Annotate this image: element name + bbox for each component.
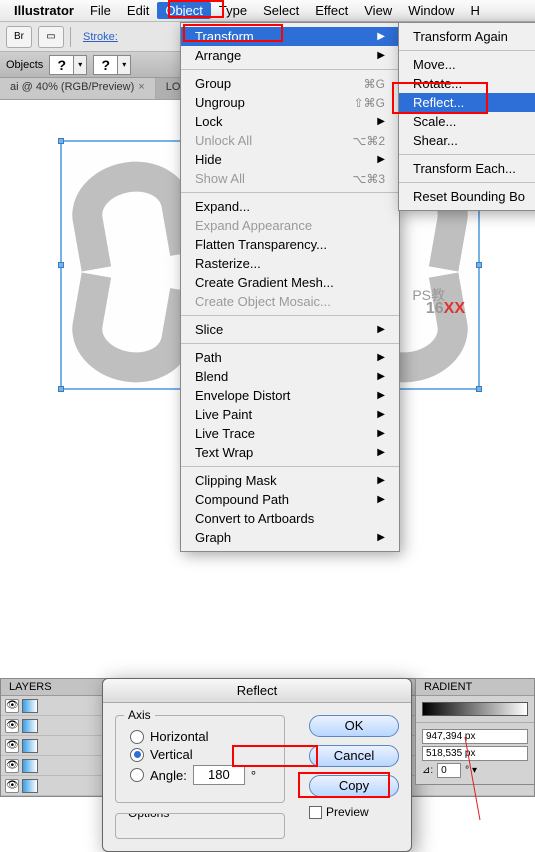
radio-horizontal[interactable]: Horizontal [130, 729, 270, 744]
options-fieldset: Options [115, 813, 285, 839]
visibility-icon[interactable]: 👁 [5, 699, 19, 713]
menu-view[interactable]: View [356, 2, 400, 19]
menu-item-convert-to-artboards[interactable]: Convert to Artboards [181, 509, 399, 528]
menu-item-transform[interactable]: Transform▶ [181, 27, 399, 46]
submenu-item-rotate-[interactable]: Rotate... [399, 74, 535, 93]
menu-type[interactable]: Type [211, 2, 255, 19]
menu-item-flatten-transparency-[interactable]: Flatten Transparency... [181, 235, 399, 254]
menu-item-create-gradient-mesh-[interactable]: Create Gradient Mesh... [181, 273, 399, 292]
submenu-item-transform-each-[interactable]: Transform Each... [399, 159, 535, 178]
menu-item-create-object-mosaic-: Create Object Mosaic... [181, 292, 399, 311]
object-menu-dropdown: Transform▶Arrange▶ Group⌘GUngroup⇧⌘GLock▶… [180, 22, 400, 552]
menu-item-path[interactable]: Path▶ [181, 348, 399, 367]
menu-item-unlock-all: Unlock All⌥⌘2 [181, 131, 399, 150]
submenu-item-scale-[interactable]: Scale... [399, 112, 535, 131]
axis-legend: Axis [124, 708, 155, 722]
menu-item-expand-[interactable]: Expand... [181, 197, 399, 216]
menu-file[interactable]: File [82, 2, 119, 19]
menu-help[interactable]: H [462, 2, 487, 19]
app-name: Illustrator [14, 3, 74, 18]
submenu-item-move-[interactable]: Move... [399, 55, 535, 74]
menu-item-group[interactable]: Group⌘G [181, 74, 399, 93]
menu-window[interactable]: Window [400, 2, 462, 19]
submenu-item-reflect-[interactable]: Reflect... [399, 93, 535, 112]
reflect-dialog: Reflect Axis Horizontal Vertical Angle: … [102, 678, 412, 852]
transform-submenu: Transform Again Move...Rotate...Reflect..… [398, 22, 535, 211]
radio-vertical[interactable]: Vertical [130, 747, 270, 762]
stroke-label[interactable]: Stroke: [83, 31, 118, 43]
stroke-combo[interactable]: ?▾ [93, 55, 131, 75]
bridge-button[interactable]: Br [6, 26, 32, 48]
angle-field[interactable]: 0 [437, 763, 461, 778]
objects-label: Objects [6, 59, 43, 71]
menu-item-live-trace[interactable]: Live Trace▶ [181, 424, 399, 443]
ok-button[interactable]: OK [309, 715, 399, 737]
dialog-buttons: OK Cancel Copy Preview [309, 715, 399, 839]
tab-1[interactable]: ai @ 40% (RGB/Preview)× [0, 78, 156, 99]
menu-item-lock[interactable]: Lock▶ [181, 112, 399, 131]
menu-item-compound-path[interactable]: Compound Path▶ [181, 490, 399, 509]
axis-fieldset: Axis Horizontal Vertical Angle: 180 ° [115, 715, 285, 803]
menu-object[interactable]: Object [157, 2, 211, 19]
dialog-title: Reflect [103, 679, 411, 703]
menu-item-text-wrap[interactable]: Text Wrap▶ [181, 443, 399, 462]
menu-item-clipping-mask[interactable]: Clipping Mask▶ [181, 471, 399, 490]
arrange-button[interactable]: ▭ [38, 26, 64, 48]
close-icon[interactable]: × [138, 81, 144, 93]
menu-item-hide[interactable]: Hide▶ [181, 150, 399, 169]
menu-item-live-paint[interactable]: Live Paint▶ [181, 405, 399, 424]
gradient-panel[interactable]: RADIENT 947,394 px 518,535 px ⊿: 0° ▾ [415, 678, 535, 785]
menu-item-envelope-distort[interactable]: Envelope Distort▶ [181, 386, 399, 405]
copy-button[interactable]: Copy [309, 775, 399, 797]
bottom-panels: LAYERS 👁 👁 👁 👁 👁 Reflect Axis Horizontal… [0, 678, 535, 834]
submenu-item-reset-bounding-bo[interactable]: Reset Bounding Bo [399, 187, 535, 206]
cancel-button[interactable]: Cancel [309, 745, 399, 767]
x-field[interactable]: 947,394 px [422, 729, 528, 744]
submenu-item-shear-[interactable]: Shear... [399, 131, 535, 150]
menu-item-blend[interactable]: Blend▶ [181, 367, 399, 386]
fill-combo[interactable]: ?▾ [49, 55, 87, 75]
menubar: Illustrator File Edit Object Type Select… [0, 0, 535, 22]
submenu-item-transform-again[interactable]: Transform Again [399, 27, 535, 46]
menu-item-slice[interactable]: Slice▶ [181, 320, 399, 339]
y-field[interactable]: 518,535 px [422, 746, 528, 761]
menu-item-ungroup[interactable]: Ungroup⇧⌘G [181, 93, 399, 112]
angle-input[interactable]: 180 [193, 765, 245, 785]
menu-effect[interactable]: Effect [307, 2, 356, 19]
menu-item-arrange[interactable]: Arrange▶ [181, 46, 399, 65]
preview-checkbox[interactable] [309, 806, 322, 819]
radio-angle[interactable]: Angle: 180 ° [130, 765, 270, 785]
menu-select[interactable]: Select [255, 2, 307, 19]
menu-item-rasterize-[interactable]: Rasterize... [181, 254, 399, 273]
watermark-bottom: 16XX [426, 300, 465, 318]
menu-item-show-all: Show All⌥⌘3 [181, 169, 399, 188]
menu-item-expand-appearance: Expand Appearance [181, 216, 399, 235]
menu-edit[interactable]: Edit [119, 2, 157, 19]
menu-item-graph[interactable]: Graph▶ [181, 528, 399, 547]
